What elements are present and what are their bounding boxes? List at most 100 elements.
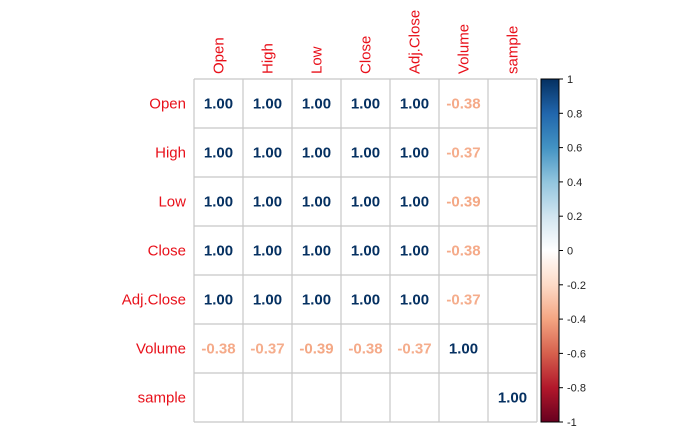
matrix-cell xyxy=(488,324,537,373)
matrix-cell xyxy=(488,373,537,422)
matrix-cell xyxy=(292,275,341,324)
cell-value-label: 1.00 xyxy=(253,243,282,260)
cell-value-label: 1.00 xyxy=(351,194,380,211)
cell-value-label: 1.00 xyxy=(204,96,233,113)
matrix-cell xyxy=(390,275,439,324)
cell-value-label: 1.00 xyxy=(302,96,331,113)
cell-value-label: -0.37 xyxy=(446,145,480,162)
cell-value-label: -0.37 xyxy=(446,292,480,309)
cell-value-label: 1.00 xyxy=(204,292,233,309)
matrix-cell xyxy=(488,226,537,275)
matrix-cell xyxy=(341,177,390,226)
colorbar-tick-label: -0.8 xyxy=(567,383,586,395)
cell-value-label: -0.39 xyxy=(299,341,333,358)
cell-value-label: 1.00 xyxy=(253,194,282,211)
colorbar-tick-label: 0 xyxy=(567,246,573,258)
matrix-cell xyxy=(439,373,488,422)
matrix-cell xyxy=(439,226,488,275)
cell-value-label: 1.00 xyxy=(253,96,282,113)
matrix-cell xyxy=(439,79,488,128)
matrix-cells xyxy=(194,79,537,422)
column-label: High xyxy=(260,43,277,74)
color-legend: 1 0.8 0.6 0.4 0.2 0 -0.2 -0.4 -0.6 -0.8 -1 xyxy=(540,74,586,429)
matrix-cell xyxy=(292,226,341,275)
row-label: sample xyxy=(138,390,186,407)
matrix-cell xyxy=(341,128,390,177)
matrix-values: 1.00 1.00 1.00 1.00 1.00 -0.38 1.00 1.00 1.00 1.0… xyxy=(201,96,527,407)
row-label: High xyxy=(155,145,186,162)
cell-value-label: 1.00 xyxy=(400,145,429,162)
cell-value-label: 1.00 xyxy=(498,390,527,407)
matrix-cell xyxy=(390,324,439,373)
matrix-cell xyxy=(390,128,439,177)
matrix-cell xyxy=(390,79,439,128)
colorbar-tick-label: -0.2 xyxy=(567,280,586,292)
cell-value-label: -0.38 xyxy=(446,96,480,113)
matrix-cell xyxy=(243,275,292,324)
matrix-grid xyxy=(193,78,538,423)
matrix-cell xyxy=(488,275,537,324)
matrix-cell xyxy=(439,275,488,324)
cell-value-label: 1.00 xyxy=(302,243,331,260)
matrix-cell xyxy=(439,177,488,226)
cell-value-label: 1.00 xyxy=(449,341,478,358)
row-label: Open xyxy=(149,96,186,113)
column-label: Close xyxy=(358,36,375,74)
row-label: Low xyxy=(158,194,186,211)
cell-value-label: 1.00 xyxy=(400,194,429,211)
cell-value-label: -0.37 xyxy=(250,341,284,358)
cell-value-label: 1.00 xyxy=(253,145,282,162)
colorbar-tick-label: 0.2 xyxy=(567,211,582,223)
cell-value-label: 1.00 xyxy=(351,145,380,162)
cell-value-label: 1.00 xyxy=(204,243,233,260)
matrix-cell xyxy=(292,177,341,226)
matrix-cell xyxy=(488,128,537,177)
colorbar-tick-label: 0.4 xyxy=(567,177,582,189)
matrix-cell xyxy=(390,226,439,275)
cell-value-label: 1.00 xyxy=(204,194,233,211)
matrix-cell xyxy=(292,128,341,177)
cell-value-label: -0.38 xyxy=(201,341,235,358)
cell-value-label: -0.37 xyxy=(397,341,431,358)
matrix-cell xyxy=(341,275,390,324)
colorbar-gradient xyxy=(540,78,560,423)
cell-value-label: 1.00 xyxy=(351,292,380,309)
colorbar-tick-label: -0.4 xyxy=(567,314,586,326)
matrix-cell xyxy=(243,177,292,226)
cell-value-label: -0.38 xyxy=(348,341,382,358)
matrix-cell xyxy=(439,128,488,177)
matrix-cell xyxy=(488,177,537,226)
colorbar-tick-label: 1 xyxy=(567,74,573,86)
column-labels: Open High Low Close Adj.Close Volume sample xyxy=(211,10,522,74)
matrix-cell xyxy=(341,324,390,373)
matrix-cell xyxy=(439,324,488,373)
matrix-cell xyxy=(390,373,439,422)
matrix-cell xyxy=(194,79,243,128)
matrix-cell xyxy=(194,324,243,373)
matrix-cell xyxy=(194,177,243,226)
matrix-cell xyxy=(243,226,292,275)
cell-value-label: 1.00 xyxy=(302,194,331,211)
row-label: Close xyxy=(148,243,186,260)
column-label: Adj.Close xyxy=(407,10,424,74)
matrix-cell xyxy=(488,79,537,128)
matrix-cell xyxy=(292,373,341,422)
matrix-cell xyxy=(292,79,341,128)
cell-value-label: 1.00 xyxy=(400,243,429,260)
colorbar-tick-label: -1 xyxy=(567,417,577,429)
column-label: sample xyxy=(505,26,522,74)
matrix-cell xyxy=(243,324,292,373)
matrix-cell xyxy=(243,79,292,128)
matrix-cell xyxy=(243,373,292,422)
cell-value-label: 1.00 xyxy=(204,145,233,162)
row-labels: Open High Low Close Adj.Close Volume sample xyxy=(122,96,186,407)
matrix-cell xyxy=(341,79,390,128)
matrix-cell xyxy=(292,324,341,373)
matrix-cell xyxy=(243,128,292,177)
matrix-cell xyxy=(194,373,243,422)
matrix-cell xyxy=(194,275,243,324)
column-label: Volume xyxy=(456,24,473,74)
cell-value-label: 1.00 xyxy=(400,292,429,309)
cell-value-label: 1.00 xyxy=(351,243,380,260)
cell-value-label: 1.00 xyxy=(302,145,331,162)
